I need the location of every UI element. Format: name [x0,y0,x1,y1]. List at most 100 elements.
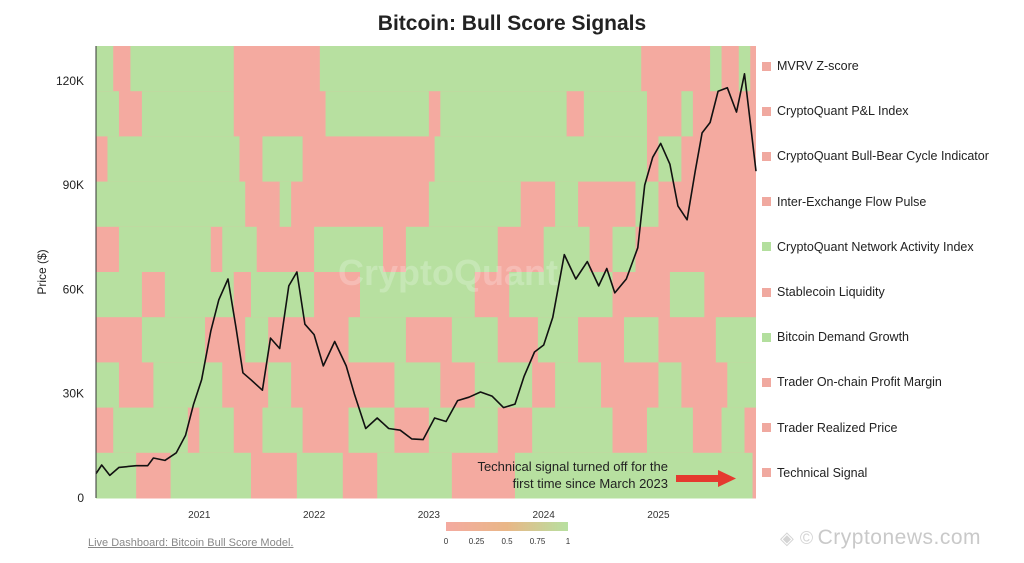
heatmap-cell [474,362,533,409]
legend-item: Technical Signal [762,463,867,483]
heatmap-cell [360,272,475,318]
legend-item: Trader Realized Price [762,418,897,438]
y-tick-label: 120K [56,74,84,88]
annotation-line-1: Technical signal turned off for the [477,459,668,474]
heatmap-cell [96,46,114,92]
heatmap-cell [377,452,452,499]
heatmap-cell [348,407,395,454]
heatmap-cell [624,317,659,363]
colorbar-tick-label: 0.25 [469,537,485,546]
colorbar-layer: 0 0.25 0.5 0.75 1 [444,522,571,546]
heatmap-cell [268,362,292,409]
heatmap-cell [394,362,441,409]
heatmap-cell [96,272,142,318]
legend-label: CryptoQuant Network Activity Index [777,239,974,254]
legend-swatch [762,287,771,297]
legend-swatch [762,197,771,207]
annotation-arrow-head [718,470,736,487]
heatmap-cell [199,407,234,454]
heatmap-cell [555,181,579,228]
y-tick-label: 60K [63,282,84,296]
heatmap-cell [721,407,745,454]
legend-swatch [762,242,771,252]
heatmap-cell [612,226,636,273]
heatmap-cell [428,407,498,454]
heatmap-cell [118,226,211,273]
heatmap-cell [245,317,269,363]
heatmap-cell [153,362,223,409]
heatmap-cell [451,317,498,363]
legend-label: CryptoQuant P&L Index [777,104,909,119]
heatmap-cell [319,46,642,92]
colorbar [446,522,568,531]
price-layer [95,73,757,477]
heatmap-cell [543,226,590,273]
legend-label: Inter-Exchange Flow Pulse [777,194,927,209]
heatmap-cell [405,226,498,273]
legend-swatch [762,61,771,71]
heatmap-cell [669,272,705,318]
axis-layer: 0 30K 60K 90K 120K 2021 2022 2023 2024 2025 Price … [35,46,670,521]
heatmap-cell [440,91,567,137]
brand-logo-icon: ◈ © [780,528,814,548]
heatmap-cell [96,181,246,228]
legend-item: Stablecoin Liquidity [762,282,885,302]
colorbar-tick-label: 0 [444,537,449,546]
colorbar-tick-label: 1 [566,537,571,546]
heatmap-cell [262,136,303,183]
legend-item: Trader On-chain Profit Margin [762,372,942,392]
legend-label: CryptoQuant Bull-Bear Cycle Indicator [777,149,989,164]
heatmap-cell [296,452,343,499]
y-tick-label: 0 [77,491,84,505]
heatmap-cell [658,362,682,409]
live-dashboard-link[interactable]: Live Dashboard: Bitcoin Bull Score Model… [88,537,294,549]
price-line [95,73,757,477]
heatmap-cell [222,226,257,273]
background-watermark: CryptoQuant [338,252,558,293]
brand-watermark-text: Cryptonews.com [817,526,981,549]
heatmap-cell [164,272,234,318]
chart-title: Bitcoin: Bull Score Signals [377,12,647,35]
legend-label: MVRV Z-score [777,59,859,73]
heatmap-cell [325,91,429,137]
heatmap-cell [555,362,602,409]
heatmap-layer [96,46,756,499]
heatmap-cell [279,181,292,228]
legend-swatch [762,468,771,478]
legend-item: MVRV Z-score [762,56,859,76]
heatmap-cell [96,452,137,499]
heatmap-cell [141,91,234,137]
legend-label: Trader Realized Price [777,420,898,435]
heatmap-cell [727,362,756,409]
heatmap-cell [537,317,579,363]
heatmap-cell [710,46,722,92]
heatmap-cell [107,136,240,183]
x-tick-label: 2021 [188,510,211,521]
legend-swatch [762,332,771,342]
heatmap-cell [130,46,234,92]
heatmap-cell [170,452,251,499]
legend-swatch [762,106,771,116]
heatmap-cell [583,91,647,137]
legend-swatch [762,377,771,387]
heatmap-cell [658,136,682,183]
heatmap-cell [532,407,613,454]
x-tick-label: 2025 [647,510,670,521]
annotation-line-2: first time since March 2023 [512,476,668,491]
legend-swatch [762,151,771,161]
heatmap-cell [262,407,303,454]
legend-label: Trader On-chain Profit Margin [777,375,942,390]
legend-item: Inter-Exchange Flow Pulse [762,192,926,212]
legend-label: Technical Signal [777,465,868,480]
x-tick-label: 2023 [418,510,441,521]
heatmap-cell [434,136,647,183]
heatmap-cell [738,46,751,92]
annotation-arrow-layer [676,470,736,487]
colorbar-tick-label: 0.75 [530,537,546,546]
heatmap-cell [646,407,693,454]
heatmap-cell [113,407,188,454]
y-tick-label: 90K [63,178,84,192]
brand-watermark: ◈ © Cryptonews.com [780,526,981,550]
x-tick-label: 2022 [303,510,326,521]
